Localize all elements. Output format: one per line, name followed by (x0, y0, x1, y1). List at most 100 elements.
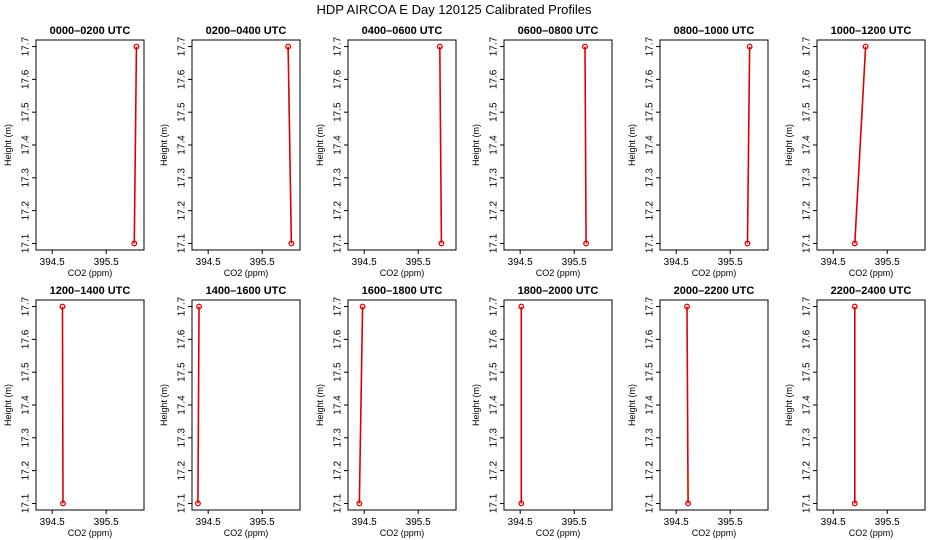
y-tick-label: 17.5 (333, 102, 344, 122)
panel-title: 0000–0200 UTC (50, 25, 131, 37)
profile-line (584, 46, 587, 244)
plot-frame (816, 299, 926, 511)
profile-point (582, 43, 588, 50)
plot-frame (35, 299, 145, 511)
y-tick-label: 17.1 (489, 493, 500, 513)
y-axis-label: Height (m) (784, 384, 794, 426)
y-tick-label: 17.6 (333, 329, 344, 349)
y-tick-label: 17.6 (645, 329, 656, 349)
y-axis-label: Height (m) (315, 124, 325, 166)
y-tick-label: 17.5 (645, 362, 656, 382)
x-tick-label: 395.5 (94, 517, 119, 528)
y-tick-label: 17.3 (489, 428, 500, 448)
x-axis-label: CO2 (ppm) (68, 268, 113, 278)
profile-point (744, 240, 751, 247)
y-tick-label: 17.7 (802, 36, 813, 56)
panel-title: 0600–0800 UTC (518, 25, 599, 37)
plot-frame (503, 299, 613, 511)
plot-frame (816, 39, 926, 251)
profile-point (288, 240, 295, 247)
y-tick-label: 17.2 (645, 460, 656, 480)
y-tick-label: 17.2 (645, 200, 656, 220)
y-tick-label: 17.2 (177, 200, 188, 220)
x-tick-label: 394.5 (196, 517, 221, 528)
profile-panel: 0200–0400 UTC 394.5 395.5 17.1 17.2 17.3 17.4 1… (159, 25, 301, 278)
y-tick-label: 17.1 (645, 493, 656, 513)
y-tick-label: 17.1 (333, 233, 344, 253)
profile-panel: 1200–1400 UTC 394.5 395.5 17.1 17.2 17.3 17.4 1… (3, 285, 145, 538)
profile-panel: 1600–1800 UTC 394.5 395.5 17.1 17.2 17.3 17.4 1… (315, 285, 457, 538)
y-axis-label: Height (m) (627, 384, 637, 426)
y-axis-label: Height (m) (159, 384, 169, 426)
panel-title: 2000–2200 UTC (674, 285, 755, 297)
plot-frame (35, 39, 145, 251)
panel-title: 0400–0600 UTC (362, 25, 443, 37)
y-tick-label: 17.7 (21, 296, 32, 316)
y-axis-label: Height (m) (3, 384, 13, 426)
y-tick-label: 17.7 (645, 36, 656, 56)
y-axis-label: Height (m) (471, 124, 481, 166)
panel-title: 0800–1000 UTC (674, 25, 755, 37)
y-tick-label: 17.2 (21, 460, 32, 480)
y-axis-label: Height (m) (315, 384, 325, 426)
profile-point (194, 500, 201, 507)
x-axis-label: CO2 (ppm) (849, 268, 894, 278)
profile-line (133, 46, 138, 244)
profile-point (851, 240, 858, 247)
profile-point (438, 240, 445, 247)
x-tick-label: 395.5 (406, 517, 431, 528)
y-tick-label: 17.1 (21, 493, 32, 513)
y-tick-label: 17.4 (177, 135, 188, 155)
y-tick-label: 17.3 (333, 168, 344, 188)
x-axis-label: CO2 (ppm) (380, 528, 425, 538)
y-axis-label: Height (m) (471, 384, 481, 426)
profile-point (685, 500, 692, 507)
y-tick-label: 17.6 (21, 69, 32, 89)
y-tick-label: 17.5 (645, 102, 656, 122)
y-tick-label: 17.2 (802, 460, 813, 480)
profile-point (862, 43, 869, 50)
y-tick-label: 17.7 (333, 296, 344, 316)
x-axis-label: CO2 (ppm) (849, 528, 894, 538)
panel-title: 0200–0400 UTC (206, 25, 287, 37)
y-tick-label: 17.2 (802, 200, 813, 220)
profile-point (684, 303, 690, 310)
plot-frame (659, 299, 769, 511)
y-tick-label: 17.4 (21, 135, 32, 155)
x-tick-label: 395.5 (875, 257, 900, 268)
profile-panel: 0000–0200 UTC 394.5 395.5 17.1 17.2 17.3 17.4 1… (3, 25, 145, 278)
y-tick-label: 17.7 (489, 36, 500, 56)
x-axis-label: CO2 (ppm) (224, 268, 269, 278)
profile-line (686, 306, 689, 504)
y-tick-label: 17.2 (333, 460, 344, 480)
panel-title: 1000–1200 UTC (831, 25, 912, 37)
profile-point (133, 43, 140, 50)
profile-panel: 0400–0600 UTC 394.5 395.5 17.1 17.2 17.3 17.4 1… (315, 25, 457, 278)
x-tick-label: 395.5 (94, 257, 119, 268)
panel-title: 1600–1800 UTC (362, 285, 443, 297)
profile-panel: 2200–2400 UTC 394.5 395.5 17.1 17.2 17.3 17.4 1… (784, 285, 926, 538)
profile-point (436, 43, 443, 50)
y-tick-label: 17.2 (333, 200, 344, 220)
x-tick-label: 394.5 (40, 257, 65, 268)
x-tick-label: 394.5 (508, 517, 533, 528)
profile-point (518, 500, 525, 507)
x-axis-label: CO2 (ppm) (692, 268, 737, 278)
profile-line (439, 46, 443, 244)
y-tick-label: 17.1 (489, 233, 500, 253)
y-tick-label: 17.6 (177, 69, 188, 89)
y-tick-label: 17.5 (802, 102, 813, 122)
y-tick-label: 17.4 (489, 395, 500, 415)
y-tick-label: 17.4 (802, 135, 813, 155)
profile-point (359, 303, 366, 310)
y-tick-label: 17.3 (21, 168, 32, 188)
y-tick-label: 17.1 (177, 493, 188, 513)
y-tick-label: 17.7 (802, 296, 813, 316)
profile-line (197, 306, 200, 504)
profile-panel: 0800–1000 UTC 394.5 395.5 17.1 17.2 17.3 17.4 1… (627, 25, 769, 278)
y-tick-label: 17.1 (645, 233, 656, 253)
x-axis-label: CO2 (ppm) (536, 528, 581, 538)
x-tick-label: 394.5 (40, 517, 65, 528)
profile-panel: 0600–0800 UTC 394.5 395.5 17.1 17.2 17.3 17.4 1… (471, 25, 613, 278)
y-tick-label: 17.3 (645, 168, 656, 188)
